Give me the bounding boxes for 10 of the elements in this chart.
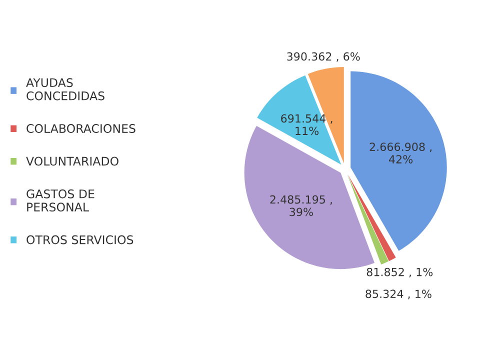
data-label: 81.852 , 1% (366, 268, 433, 278)
data-label: 390.362 , 6% (287, 52, 360, 62)
legend-label: AYUDAS CONCEDIDAS (26, 78, 104, 100)
legend-label: OTROS SERVICIOS (26, 235, 134, 244)
data-label: 85.324 , 1% (366, 290, 432, 300)
legend-label: GASTOS DE PERSONAL (26, 189, 94, 212)
legend-label: COLABORACIONES (26, 124, 136, 133)
data-label: 2.666.908 , 42% (370, 142, 432, 164)
legend-label: VOLUNTARIADO (26, 156, 118, 166)
data-label: 2.485.195 , 39% (270, 195, 332, 216)
